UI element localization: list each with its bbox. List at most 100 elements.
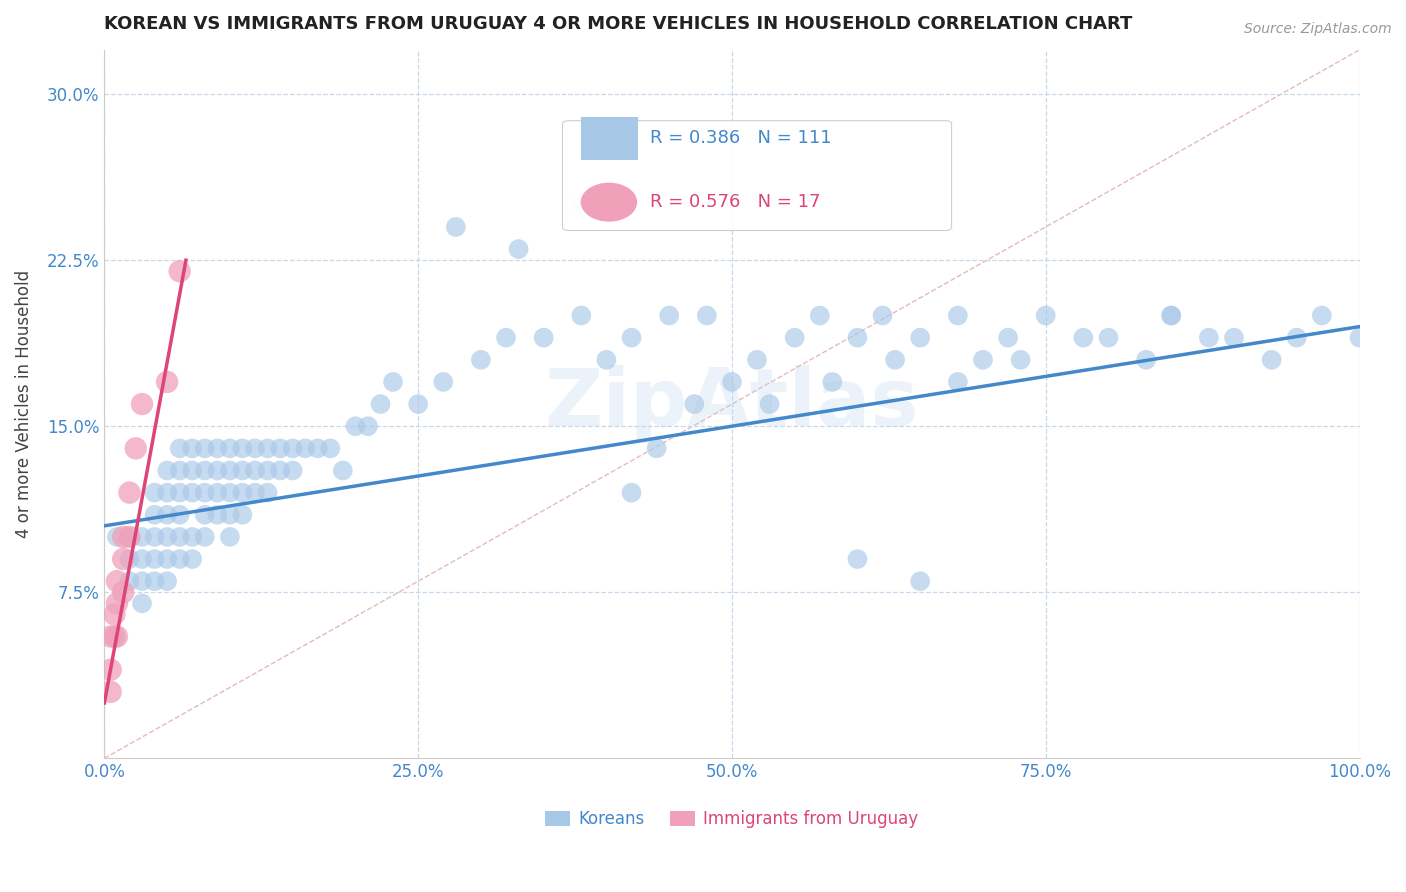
Point [194, 508, 217, 522]
Point [169, 485, 191, 500]
Point [281, 463, 304, 477]
Point [169, 552, 191, 566]
Point [1285, 331, 1308, 345]
Point [721, 375, 744, 389]
Point [103, 630, 125, 644]
Point [370, 397, 392, 411]
Point [118, 485, 141, 500]
Point [143, 552, 166, 566]
Point [256, 442, 278, 456]
Text: ZipAtlas: ZipAtlas [544, 365, 920, 443]
Point [1010, 352, 1032, 367]
Point [118, 574, 141, 589]
Point [872, 309, 894, 323]
Point [169, 508, 191, 522]
Point [344, 419, 367, 434]
Point [1198, 331, 1220, 345]
Point [131, 397, 153, 411]
Point [169, 463, 191, 477]
Point [319, 442, 342, 456]
Point [231, 463, 253, 477]
Point [620, 331, 643, 345]
Point [758, 397, 780, 411]
Point [256, 463, 278, 477]
Point [219, 442, 242, 456]
Point [281, 442, 304, 456]
Point [100, 663, 122, 677]
Point [156, 530, 179, 544]
Text: R = 0.576   N = 17: R = 0.576 N = 17 [651, 194, 821, 211]
Point [696, 309, 718, 323]
Point [231, 508, 253, 522]
Point [219, 485, 242, 500]
Point [533, 331, 555, 345]
Point [131, 530, 153, 544]
Point [156, 463, 179, 477]
Point [156, 485, 179, 500]
Point [219, 530, 242, 544]
Point [143, 485, 166, 500]
Point [243, 463, 266, 477]
Point [269, 463, 291, 477]
Point [332, 463, 354, 477]
Point [103, 607, 125, 622]
Point [406, 397, 429, 411]
Point [156, 574, 179, 589]
Point [118, 530, 141, 544]
Point [243, 485, 266, 500]
Point [495, 331, 517, 345]
Point [294, 442, 316, 456]
Point [156, 552, 179, 566]
Point [125, 442, 148, 456]
Point [808, 309, 831, 323]
Point [207, 485, 229, 500]
Point [908, 331, 931, 345]
Point [884, 352, 907, 367]
Point [645, 442, 668, 456]
Point [846, 552, 869, 566]
Point [783, 331, 806, 345]
Point [432, 375, 454, 389]
Point [131, 596, 153, 610]
Point [105, 596, 128, 610]
Point [156, 508, 179, 522]
Point [100, 685, 122, 699]
Point [382, 375, 405, 389]
Point [1135, 352, 1157, 367]
Text: R = 0.386   N = 111: R = 0.386 N = 111 [651, 129, 832, 147]
Point [1260, 352, 1282, 367]
Point [207, 442, 229, 456]
Point [846, 331, 869, 345]
Point [946, 375, 969, 389]
Bar [581, 117, 638, 160]
Point [181, 530, 204, 544]
Point [569, 198, 592, 212]
Point [972, 352, 994, 367]
Point [112, 530, 135, 544]
Point [1348, 331, 1371, 345]
Point [569, 309, 592, 323]
Point [105, 530, 128, 544]
Point [620, 485, 643, 500]
Point [745, 352, 768, 367]
Point [131, 552, 153, 566]
Point [181, 552, 204, 566]
Point [181, 463, 204, 477]
Text: KOREAN VS IMMIGRANTS FROM URUGUAY 4 OR MORE VEHICLES IN HOUSEHOLD CORRELATION CH: KOREAN VS IMMIGRANTS FROM URUGUAY 4 OR M… [104, 15, 1133, 33]
Point [821, 375, 844, 389]
Legend: Koreans, Immigrants from Uruguay: Koreans, Immigrants from Uruguay [538, 804, 925, 835]
Point [683, 397, 706, 411]
Point [207, 463, 229, 477]
Point [1073, 331, 1095, 345]
Point [194, 530, 217, 544]
Point [194, 485, 217, 500]
Point [946, 309, 969, 323]
Point [231, 442, 253, 456]
Point [997, 331, 1019, 345]
Point [156, 375, 179, 389]
Point [444, 219, 467, 234]
Point [256, 485, 278, 500]
Point [143, 574, 166, 589]
Point [143, 530, 166, 544]
Point [100, 630, 122, 644]
